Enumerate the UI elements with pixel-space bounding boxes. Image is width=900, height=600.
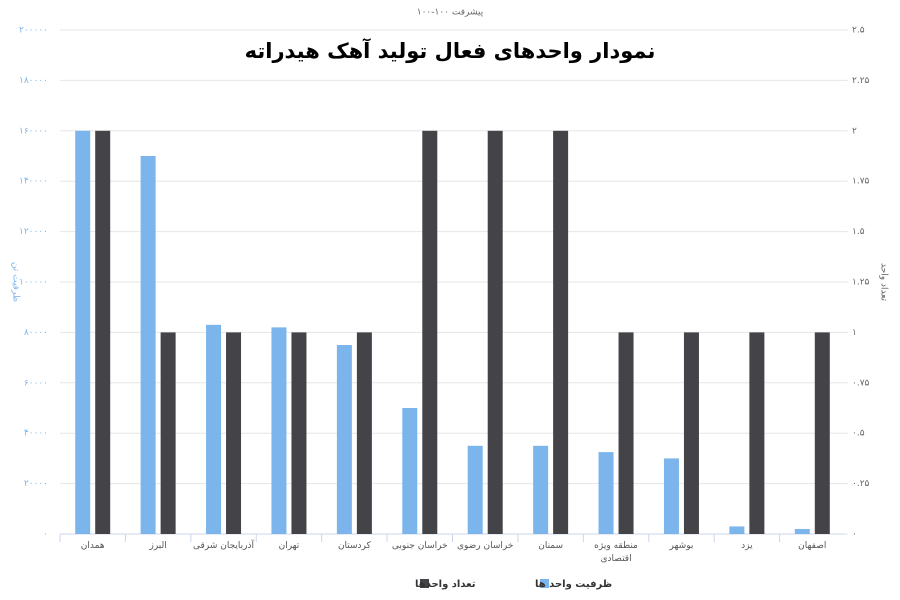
bar <box>749 332 765 534</box>
y2-tick-label: ۱ <box>852 328 857 338</box>
bar <box>794 528 810 534</box>
x-tick-label: تهران <box>278 541 300 551</box>
bar <box>291 332 307 534</box>
y-tick-label: ۲۰۰۰۰۰ <box>19 26 48 36</box>
x-tick-label: البرز <box>149 541 167 551</box>
x-tick-label: همدان <box>80 541 105 551</box>
bar <box>95 130 111 535</box>
bar <box>140 156 156 534</box>
bar <box>683 332 699 534</box>
legend-label: تعداد واحدها <box>415 579 476 590</box>
y2-tick-label: ۰ <box>852 530 857 540</box>
y2-tick-label: ۰.۲۵ <box>852 479 870 489</box>
x-tick-label: بوشهر <box>669 541 694 551</box>
y2-tick-label: ۰.۷۵ <box>852 378 870 388</box>
bar <box>598 452 614 534</box>
x-tick-label: منطقه ویژه اقتصادی <box>594 541 638 564</box>
bar <box>75 130 91 535</box>
legend-label: ظرفیت واحد ها <box>535 579 612 590</box>
y-tick-label: ۱۰۰۰۰۰ <box>19 278 48 288</box>
y2-tick-label: ۱.۷۵ <box>852 177 870 187</box>
bar <box>422 130 438 535</box>
bar <box>160 332 176 534</box>
y-tick-label: ۲۰۰۰۰ <box>24 479 48 489</box>
y-tick-label: ۱۴۰۰۰۰ <box>19 177 48 187</box>
chart-title: نمودار واحدهای فعال تولید آهک هیدراته <box>245 38 656 63</box>
bar <box>402 408 418 534</box>
bar <box>729 526 745 534</box>
y-tick-label: ۱۸۰۰۰۰ <box>19 76 48 86</box>
y-tick-label: ۱۶۰۰۰۰ <box>19 126 48 136</box>
bar <box>336 345 352 534</box>
x-tick-label: آذربایجان شرقی <box>193 541 254 551</box>
y-axis-title: ظرفیت تن <box>11 262 21 302</box>
bar <box>663 458 679 534</box>
y2-tick-label: ۰.۵ <box>852 429 865 439</box>
bar <box>618 332 634 534</box>
x-tick-label: اصفهان <box>798 541 827 551</box>
bar <box>226 332 242 534</box>
x-tick-label: کردستان <box>337 541 371 551</box>
legend-swatch <box>540 579 549 588</box>
x-tick-label: یزد <box>741 541 753 551</box>
bar <box>467 445 483 534</box>
bar <box>206 324 222 534</box>
bar <box>553 130 569 535</box>
bar <box>271 327 287 534</box>
y-tick-label: ۸۰۰۰۰ <box>24 328 48 338</box>
bar <box>487 130 503 535</box>
x-tick-label: خراسان رضوی <box>456 541 514 551</box>
y-tick-label: ۱۲۰۰۰۰ <box>19 227 48 237</box>
y-tick-label: ۴۰۰۰۰ <box>24 429 48 439</box>
y2-tick-label: ۲ <box>852 126 857 136</box>
y2-tick-label: ۲.۲۵ <box>852 76 870 86</box>
y-tick-label: ۶۰۰۰۰ <box>24 378 48 388</box>
bar <box>356 332 372 534</box>
y2-tick-label: ۱.۲۵ <box>852 278 870 288</box>
y-tick-label: ۰ <box>43 530 48 540</box>
legend-swatch <box>420 579 429 588</box>
y2-tick-label: ۱.۵ <box>852 227 865 237</box>
chart-subtitle: پیشرفت ۱۰۰-۱۰۰ <box>417 8 484 18</box>
x-tick-label: سمنان <box>538 541 564 551</box>
y2-axis-title: تعداد واحد <box>879 263 889 302</box>
y2-tick-label: ۲.۵ <box>852 26 865 36</box>
bar <box>814 332 830 534</box>
bar <box>533 445 549 534</box>
x-tick-label: خراسان جنوبی <box>391 541 448 551</box>
